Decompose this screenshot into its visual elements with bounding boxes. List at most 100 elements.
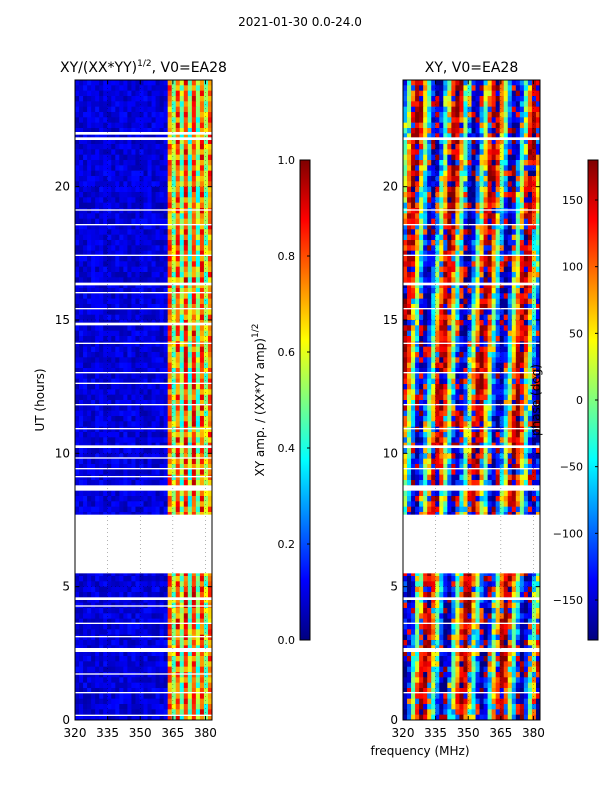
amplitude-heat-cell [103, 624, 108, 630]
amplitude-heat-cell [123, 416, 128, 422]
amplitude-heat-cell [111, 640, 116, 646]
amplitude-heat-cell [168, 395, 173, 401]
amplitude-heat-cell [91, 107, 96, 113]
amplitude-heat-cell [156, 336, 161, 342]
amplitude-heat-cell [200, 432, 205, 438]
amplitude-heat-cell [156, 197, 161, 203]
amplitude-heat-cell [172, 576, 177, 582]
amplitude-heat-cell [144, 432, 149, 438]
amplitude-heat-cell [156, 309, 161, 315]
amplitude-heat-cell [196, 171, 201, 177]
amplitude-heat-cell [119, 416, 124, 422]
amplitude-heat-cell [192, 491, 197, 497]
amplitude-heat-cell [103, 608, 108, 614]
phase-heat-cell [472, 203, 477, 209]
amplitude-heat-cell [111, 496, 116, 502]
amplitude-heat-cell [115, 315, 120, 321]
phase-heat-cell [528, 101, 533, 107]
phase-heat-cell [504, 192, 509, 198]
phase-heat-cell [488, 80, 493, 86]
amplitude-heat-cell [111, 240, 116, 246]
amplitude-heat-cell [79, 587, 84, 593]
amplitude-heat-cell [144, 389, 149, 395]
amplitude-heat-cell [103, 357, 108, 363]
amplitude-heat-cell [91, 389, 96, 395]
amplitude-heat-cell [200, 181, 205, 187]
amplitude-heat-cell [87, 411, 92, 417]
amplitude-heat-cell [168, 336, 173, 342]
phase-heat-cell [504, 128, 509, 134]
amplitude-heat-cell [87, 704, 92, 710]
phase-heat-cell [435, 171, 440, 177]
amplitude-heat-cell [115, 171, 120, 177]
amplitude-heat-cell [144, 293, 149, 299]
amplitude-heat-cell [164, 427, 169, 433]
amplitude-heat-cell [91, 315, 96, 321]
amplitude-heat-cell [75, 240, 80, 246]
amplitude-heat-cell [87, 640, 92, 646]
amplitude-heat-cell [119, 213, 124, 219]
phase-heat-cell [532, 176, 537, 182]
amplitude-heat-cell [127, 213, 132, 219]
amplitude-heat-cell [127, 363, 132, 369]
amplitude-heat-cell [172, 149, 177, 155]
amplitude-heat-cell [107, 235, 112, 241]
amplitude-heat-cell [123, 155, 128, 161]
amplitude-heat-cell [160, 149, 165, 155]
amplitude-heat-cell [144, 480, 149, 486]
amplitude-heat-cell [123, 117, 128, 123]
amplitude-heat-cell [196, 219, 201, 225]
phase-heat-cell [407, 117, 412, 123]
phase-heat-cell [520, 197, 525, 203]
amplitude-heat-cell [188, 176, 193, 182]
amplitude-heat-cell [156, 293, 161, 299]
amplitude-heat-cell [164, 421, 169, 427]
amplitude-heat-cell [87, 395, 92, 401]
amplitude-heat-cell [123, 245, 128, 251]
amplitude-heat-cell [164, 101, 169, 107]
amplitude-heat-cell [204, 677, 209, 683]
amplitude-heat-cell [87, 677, 92, 683]
amplitude-heat-cell [79, 165, 84, 171]
amplitude-heat-cell [123, 672, 128, 678]
amplitude-heat-cell [127, 677, 132, 683]
amplitude-heat-cell [148, 501, 153, 507]
phase-heat-cell [488, 107, 493, 113]
amplitude-heat-cell [75, 709, 80, 715]
amplitude-heat-cell [148, 213, 153, 219]
amplitude-heat-cell [131, 336, 136, 342]
figure-title: 2021-01-30 0.0-24.0 [238, 15, 362, 29]
amplitude-heat-cell [180, 491, 185, 497]
amplitude-heat-cell [127, 709, 132, 715]
amplitude-heat-cell [111, 229, 116, 235]
amplitude-heat-cell [200, 613, 205, 619]
amplitude-data-gap [75, 404, 212, 405]
amplitude-heat-cell [204, 475, 209, 481]
phase-heat-cell [415, 96, 420, 102]
amplitude-heat-cell [83, 341, 88, 347]
amplitude-heat-cell [204, 459, 209, 465]
amplitude-heat-cell [156, 123, 161, 129]
amplitude-heat-cell [91, 331, 96, 337]
amplitude-heat-cell [83, 315, 88, 321]
amplitude-heat-cell [188, 325, 193, 331]
phase-heat-cell [484, 123, 489, 129]
amplitude-heat-cell [75, 197, 80, 203]
amplitude-heat-cell [95, 613, 100, 619]
amplitude-heat-cell [135, 123, 140, 129]
phase-heat-cell [480, 123, 485, 129]
phase-heat-cell [451, 117, 456, 123]
amplitude-heat-cell [103, 629, 108, 635]
amplitude-heat-cell [75, 389, 80, 395]
amplitude-heat-cell [160, 635, 165, 641]
amplitude-heat-cell [164, 624, 169, 630]
amplitude-heat-cell [135, 699, 140, 705]
amplitude-heat-cell [123, 293, 128, 299]
amplitude-heat-cell [204, 315, 209, 321]
amplitude-heat-cell [156, 389, 161, 395]
phase-heat-cell [423, 197, 428, 203]
amplitude-heat-cell [160, 213, 165, 219]
amplitude-heat-cell [75, 144, 80, 150]
amplitude-heat-cell [196, 427, 201, 433]
amplitude-heat-cell [91, 475, 96, 481]
